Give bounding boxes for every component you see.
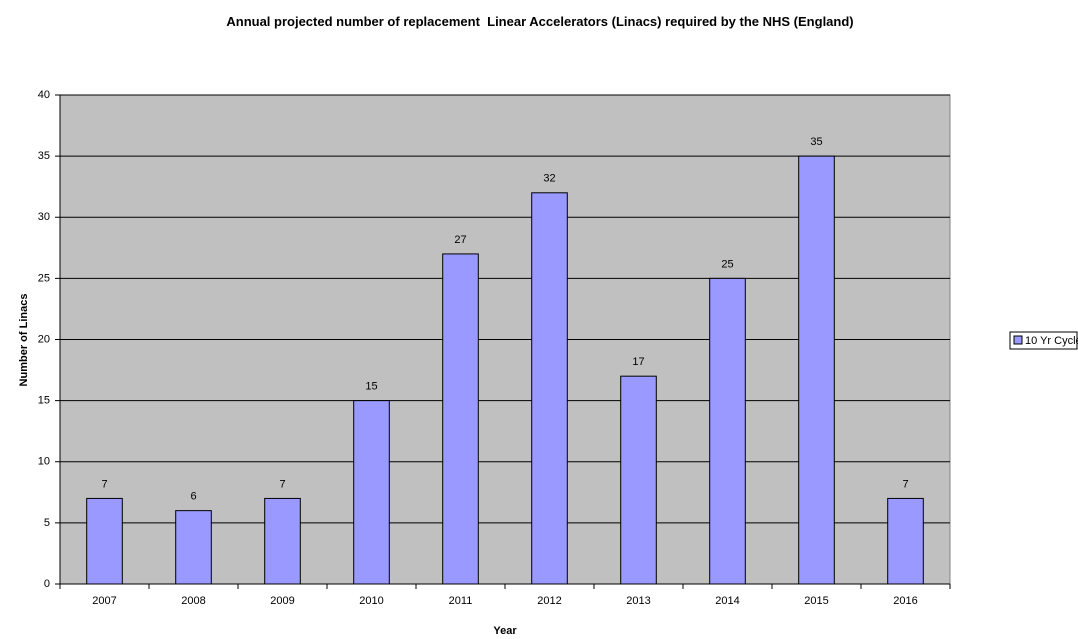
x-tick-label: 2014: [715, 595, 739, 607]
legend-box: [1009, 331, 1078, 350]
bar: [887, 497, 924, 585]
chart-title: Annual projected number of replacement L…: [226, 14, 854, 29]
y-tick-label: 35: [38, 150, 50, 162]
data-label: 35: [810, 136, 822, 148]
x-tick-label: 2011: [449, 595, 473, 607]
bar: [353, 400, 390, 585]
data-label: 25: [721, 258, 733, 270]
bar: [709, 277, 746, 585]
x-tick-label: 2008: [181, 595, 205, 607]
x-tick-label: 2012: [537, 595, 561, 607]
x-tick-label: 2013: [626, 595, 650, 607]
data-label: 7: [279, 478, 285, 490]
bar: [86, 497, 123, 585]
data-label: 32: [543, 173, 555, 185]
y-tick-label: 0: [44, 578, 50, 590]
x-tick-label: 2010: [359, 595, 383, 607]
y-tick-label: 40: [38, 89, 50, 101]
bar: [620, 375, 657, 585]
y-tick-label: 5: [44, 517, 50, 529]
data-label: 7: [101, 478, 107, 490]
bar: [264, 497, 301, 585]
y-axis-label: Number of Linacs: [18, 294, 30, 387]
data-label: 27: [454, 234, 466, 246]
y-tick-label: 10: [38, 456, 50, 468]
bar: [442, 253, 479, 585]
data-label: 7: [902, 478, 908, 490]
legend-label: 10 Yr Cycle: [1025, 335, 1078, 347]
y-tick-label: 25: [38, 272, 50, 284]
y-tick-label: 15: [38, 395, 50, 407]
data-label: 15: [365, 381, 377, 393]
legend-swatch: [1013, 335, 1023, 345]
x-tick-label: 2015: [804, 595, 828, 607]
data-label: 17: [632, 356, 644, 368]
y-tick-label: 30: [38, 211, 50, 223]
y-tick-label: 20: [38, 333, 50, 345]
x-axis-label: Year: [493, 625, 517, 637]
bar: [798, 155, 835, 585]
x-tick-label: 2009: [270, 595, 294, 607]
x-tick-label: 2016: [893, 595, 917, 607]
bar: [175, 510, 212, 585]
bar: [531, 192, 568, 585]
data-label: 6: [190, 491, 196, 503]
x-tick-label: 2007: [92, 595, 116, 607]
